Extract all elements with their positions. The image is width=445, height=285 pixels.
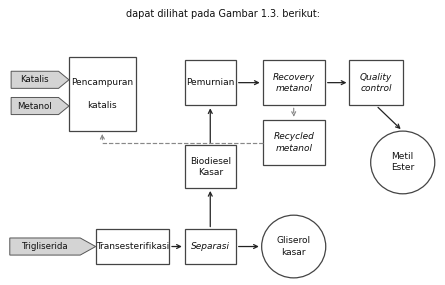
Ellipse shape	[371, 131, 435, 194]
Bar	[96, 229, 169, 264]
Text: Separasi: Separasi	[191, 242, 230, 251]
Text: Pemurnian: Pemurnian	[186, 78, 235, 87]
Text: Recovery
metanol: Recovery metanol	[273, 73, 315, 93]
Bar	[185, 229, 236, 264]
Text: dapat dilihat pada Gambar 1.3. berikut:: dapat dilihat pada Gambar 1.3. berikut:	[125, 9, 320, 19]
Bar	[263, 120, 325, 165]
Text: Biodiesel
Kasar: Biodiesel Kasar	[190, 157, 231, 177]
Ellipse shape	[262, 215, 326, 278]
Bar	[185, 145, 236, 188]
Text: Recycled
metanol: Recycled metanol	[273, 133, 314, 152]
Text: Transesterifikasi: Transesterifikasi	[96, 242, 169, 251]
Text: Trigliserida: Trigliserida	[22, 242, 69, 251]
FancyArrow shape	[11, 71, 69, 88]
Bar	[69, 57, 136, 131]
Text: Metil
Ester: Metil Ester	[391, 152, 414, 172]
Text: Metanol: Metanol	[17, 101, 52, 111]
Text: Gliserol
kasar: Gliserol kasar	[277, 237, 311, 256]
Text: Quality
control: Quality control	[360, 73, 392, 93]
FancyArrow shape	[10, 238, 96, 255]
Bar	[185, 60, 236, 105]
FancyArrow shape	[11, 97, 69, 115]
Text: Katalis: Katalis	[20, 75, 49, 84]
Bar	[349, 60, 403, 105]
Text: Pencampuran

katalis: Pencampuran katalis	[71, 78, 134, 110]
Bar	[263, 60, 325, 105]
